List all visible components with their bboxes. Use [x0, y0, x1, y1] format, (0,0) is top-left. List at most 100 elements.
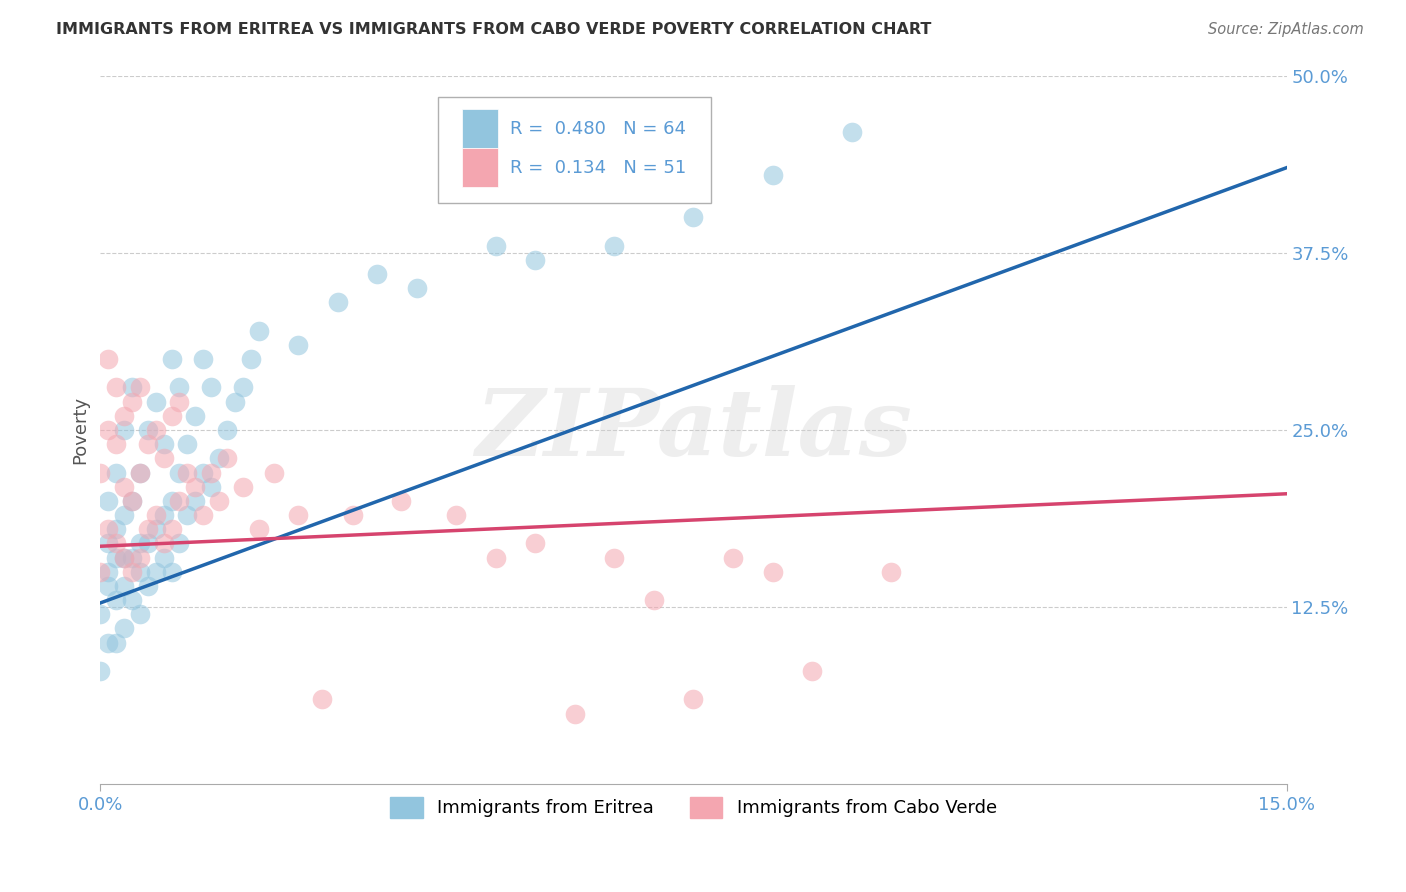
- Point: [97, 635, 120, 649]
- Point: [191, 508, 214, 522]
- Point: [105, 550, 128, 565]
- Text: Source: ZipAtlas.com: Source: ZipAtlas.com: [1208, 22, 1364, 37]
- Point: [112, 579, 135, 593]
- Point: [247, 522, 270, 536]
- Point: [105, 466, 128, 480]
- Bar: [463, 148, 498, 187]
- Point: [128, 607, 150, 622]
- Point: [160, 565, 183, 579]
- Point: [136, 423, 159, 437]
- Point: [145, 522, 167, 536]
- Point: [145, 394, 167, 409]
- Point: [232, 480, 254, 494]
- Point: [105, 380, 128, 394]
- Point: [112, 480, 135, 494]
- Point: [176, 437, 198, 451]
- Point: [145, 423, 167, 437]
- Point: [169, 494, 191, 508]
- Point: [128, 466, 150, 480]
- Point: [326, 295, 349, 310]
- Point: [121, 494, 143, 508]
- Point: [152, 550, 174, 565]
- Point: [128, 550, 150, 565]
- Point: [184, 480, 207, 494]
- Point: [761, 565, 783, 579]
- Point: [200, 480, 222, 494]
- Point: [112, 550, 135, 565]
- Point: [145, 565, 167, 579]
- Point: [247, 324, 270, 338]
- Point: [136, 522, 159, 536]
- Point: [287, 508, 309, 522]
- Point: [208, 451, 231, 466]
- Point: [97, 352, 120, 367]
- Point: [389, 494, 412, 508]
- Point: [603, 550, 626, 565]
- Point: [89, 466, 111, 480]
- Point: [136, 579, 159, 593]
- Point: [524, 536, 547, 550]
- Point: [112, 622, 135, 636]
- Bar: [463, 109, 498, 148]
- Point: [444, 508, 467, 522]
- Point: [105, 536, 128, 550]
- Point: [880, 565, 903, 579]
- Point: [682, 211, 704, 225]
- Point: [152, 536, 174, 550]
- Point: [89, 607, 111, 622]
- Point: [152, 437, 174, 451]
- Point: [89, 664, 111, 678]
- Point: [200, 466, 222, 480]
- Point: [105, 593, 128, 607]
- Point: [311, 692, 333, 706]
- Point: [128, 536, 150, 550]
- Text: IMMIGRANTS FROM ERITREA VS IMMIGRANTS FROM CABO VERDE POVERTY CORRELATION CHART: IMMIGRANTS FROM ERITREA VS IMMIGRANTS FR…: [56, 22, 932, 37]
- Point: [128, 565, 150, 579]
- Point: [112, 423, 135, 437]
- Point: [342, 508, 364, 522]
- Point: [97, 494, 120, 508]
- Point: [721, 550, 744, 565]
- Point: [112, 550, 135, 565]
- Text: ZIPatlas: ZIPatlas: [475, 385, 912, 475]
- Point: [97, 579, 120, 593]
- Point: [564, 706, 586, 721]
- Point: [160, 352, 183, 367]
- Point: [97, 536, 120, 550]
- Point: [524, 252, 547, 267]
- Point: [128, 466, 150, 480]
- Point: [121, 593, 143, 607]
- Point: [208, 494, 231, 508]
- Point: [485, 238, 508, 252]
- Point: [200, 380, 222, 394]
- Text: R =  0.480   N = 64: R = 0.480 N = 64: [509, 120, 686, 137]
- Point: [801, 664, 824, 678]
- Point: [239, 352, 262, 367]
- Point: [485, 550, 508, 565]
- Point: [224, 394, 246, 409]
- Point: [136, 536, 159, 550]
- Point: [160, 494, 183, 508]
- Point: [112, 508, 135, 522]
- Point: [184, 409, 207, 423]
- Point: [121, 394, 143, 409]
- Point: [105, 522, 128, 536]
- Point: [841, 125, 863, 139]
- Point: [682, 692, 704, 706]
- Point: [152, 508, 174, 522]
- Point: [128, 380, 150, 394]
- Point: [184, 494, 207, 508]
- Point: [89, 565, 111, 579]
- Legend: Immigrants from Eritrea, Immigrants from Cabo Verde: Immigrants from Eritrea, Immigrants from…: [382, 789, 1004, 825]
- Point: [643, 593, 665, 607]
- Y-axis label: Poverty: Poverty: [72, 396, 89, 464]
- Point: [121, 380, 143, 394]
- Point: [761, 168, 783, 182]
- Point: [603, 238, 626, 252]
- Point: [136, 437, 159, 451]
- Point: [169, 394, 191, 409]
- Point: [215, 423, 238, 437]
- Point: [232, 380, 254, 394]
- Point: [112, 409, 135, 423]
- Text: R =  0.134   N = 51: R = 0.134 N = 51: [509, 159, 686, 177]
